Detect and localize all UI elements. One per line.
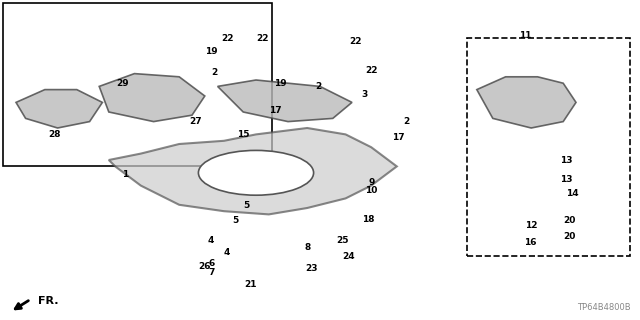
Polygon shape	[16, 90, 102, 128]
Text: 22: 22	[256, 34, 269, 43]
Text: 8: 8	[304, 243, 310, 252]
Text: 18: 18	[362, 215, 374, 224]
Text: 19: 19	[205, 47, 218, 56]
Text: TP64B4800B: TP64B4800B	[577, 303, 630, 312]
Text: 12: 12	[525, 221, 538, 230]
Text: 27: 27	[189, 117, 202, 126]
Text: 5: 5	[243, 201, 250, 210]
Text: 9: 9	[368, 178, 374, 187]
Text: 4: 4	[208, 236, 214, 245]
Text: 28: 28	[48, 130, 61, 139]
Text: 6: 6	[208, 260, 214, 268]
Text: 20: 20	[563, 216, 576, 225]
Text: 4: 4	[224, 248, 230, 257]
Text: 15: 15	[237, 130, 250, 139]
Polygon shape	[99, 74, 205, 122]
Bar	[3, 3, 272, 166]
Text: 17: 17	[392, 133, 404, 142]
Text: 3: 3	[362, 90, 368, 99]
Text: 29: 29	[116, 79, 129, 88]
Text: 20: 20	[563, 232, 576, 241]
Polygon shape	[218, 80, 352, 122]
Text: 2: 2	[211, 68, 218, 77]
Text: 11: 11	[518, 31, 531, 40]
Text: 24: 24	[342, 252, 355, 261]
Text: 22: 22	[221, 34, 234, 43]
Text: 13: 13	[560, 156, 573, 164]
Polygon shape	[477, 77, 576, 128]
Text: 2: 2	[403, 117, 410, 126]
Text: 16: 16	[524, 238, 536, 247]
Text: 23: 23	[305, 264, 318, 273]
Text: 26: 26	[198, 262, 211, 271]
Text: 13: 13	[560, 175, 573, 184]
Text: 10: 10	[365, 186, 378, 195]
Ellipse shape	[198, 150, 314, 195]
Polygon shape	[109, 128, 397, 214]
Text: 22: 22	[365, 66, 378, 75]
Text: 22: 22	[349, 37, 362, 46]
Text: 7: 7	[208, 268, 214, 277]
Text: 17: 17	[269, 106, 282, 115]
Text: 1: 1	[122, 170, 128, 179]
Text: 19: 19	[274, 79, 287, 88]
Text: 14: 14	[566, 189, 579, 198]
Text: FR.: FR.	[38, 296, 59, 306]
Bar	[467, 38, 630, 256]
Text: 2: 2	[316, 82, 322, 91]
Text: 25: 25	[336, 236, 349, 245]
Text: 5: 5	[232, 216, 239, 225]
Text: 21: 21	[244, 280, 257, 289]
